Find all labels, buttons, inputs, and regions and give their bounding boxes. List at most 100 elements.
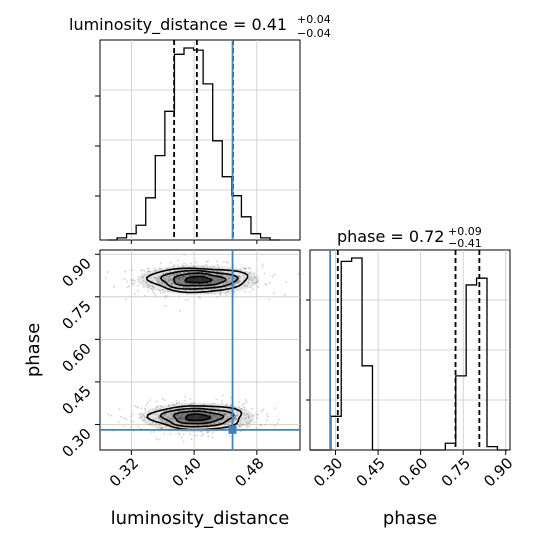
scatter-point [171, 404, 173, 407]
scatter-point [120, 416, 122, 418]
scatter-point [226, 412, 229, 415]
scatter-point [207, 275, 210, 277]
contour-lines [145, 267, 249, 431]
scatter-point [209, 414, 212, 417]
scatter-point [257, 280, 259, 283]
scatter-point [236, 424, 239, 426]
scatter-point [216, 280, 219, 283]
scatter-point [169, 271, 171, 273]
scatter-point [199, 420, 202, 423]
scatter-point [177, 417, 180, 420]
scatter-point [217, 273, 220, 276]
scatter-point [243, 267, 246, 270]
scatter-point [191, 403, 194, 406]
scatter-point [224, 412, 227, 414]
scatter-point [162, 292, 165, 294]
scatter-point [167, 404, 170, 406]
scatter-point [239, 424, 241, 427]
scatter-point [252, 414, 255, 417]
scatter-point [183, 275, 185, 278]
scatter-point [166, 267, 169, 270]
scatter-point [186, 293, 189, 295]
scatter-point [249, 267, 251, 270]
scatter-point [189, 412, 192, 414]
scatter-point [234, 277, 237, 280]
scatter-point [247, 416, 250, 419]
scatter-point [168, 417, 171, 420]
scatter-point [183, 271, 186, 274]
scatter-point [165, 277, 167, 280]
scatter-point [169, 418, 172, 420]
scatter-point [184, 399, 187, 402]
scatter-point [238, 405, 241, 408]
scatter-point [185, 263, 188, 266]
scatter-point [193, 402, 196, 404]
scatter-point [167, 279, 170, 282]
scatter-point [131, 282, 134, 285]
scatter-point [223, 414, 226, 417]
scatter-point [151, 422, 154, 424]
contour-line [146, 405, 243, 431]
scatter-point [239, 421, 242, 424]
scatter-point [272, 291, 275, 294]
scatter-point [277, 418, 280, 421]
scatter-point [167, 290, 170, 292]
scatter-point [227, 278, 230, 280]
scatter-point [200, 434, 203, 437]
scatter-point [129, 415, 132, 418]
scatter-point [211, 278, 214, 281]
scatter-point [211, 432, 214, 434]
scatter-point [201, 403, 204, 406]
scatter-point [185, 286, 188, 288]
scatter-point [177, 259, 179, 262]
scatter-point [225, 280, 228, 283]
scatter-point [197, 427, 199, 430]
scatter-point [271, 275, 274, 278]
scatter-point [248, 415, 251, 417]
scatter-point [148, 270, 151, 273]
scatter-point [216, 260, 218, 263]
x-tick-label-phase: 0.45 [353, 454, 389, 490]
scatter-point [158, 416, 161, 419]
scatter-point [191, 283, 193, 285]
scatter-point [176, 277, 179, 280]
scatter-point [150, 288, 153, 290]
scatter-point [211, 436, 214, 439]
scatter-point [211, 415, 214, 418]
scatter-point [123, 417, 125, 419]
scatter-point [253, 276, 256, 279]
scatter-point [218, 278, 221, 281]
scatter-point [248, 421, 251, 424]
scatter-point [180, 416, 183, 419]
contour-line [172, 272, 227, 287]
scatter-point [171, 282, 174, 285]
scatter-point [182, 265, 185, 268]
scatter-point [153, 292, 156, 295]
scatter-point [153, 276, 156, 279]
scatter-point [134, 405, 137, 408]
scatter-point [132, 279, 135, 282]
scatter-point [182, 418, 184, 420]
truth-lines [100, 40, 332, 450]
scatter-point [209, 282, 212, 284]
scatter-point [159, 262, 162, 264]
scatter-point [225, 418, 228, 420]
scatter-point [227, 275, 229, 278]
scatter-point [159, 418, 162, 421]
scatter-point [172, 274, 174, 276]
scatter-point [203, 266, 206, 269]
scatter-point [173, 273, 176, 276]
scatter-point [263, 272, 266, 275]
scatter-point [238, 275, 241, 278]
scatter-point [243, 402, 246, 405]
scatter-point [188, 290, 191, 293]
scatter-point [162, 272, 165, 275]
scatter-point [219, 290, 222, 293]
scatter-point [157, 280, 159, 283]
scatter-point [181, 407, 184, 409]
scatter-point [140, 269, 142, 272]
scatter-point [222, 418, 225, 421]
scatter-point [142, 414, 145, 416]
scatter-point [200, 266, 203, 268]
